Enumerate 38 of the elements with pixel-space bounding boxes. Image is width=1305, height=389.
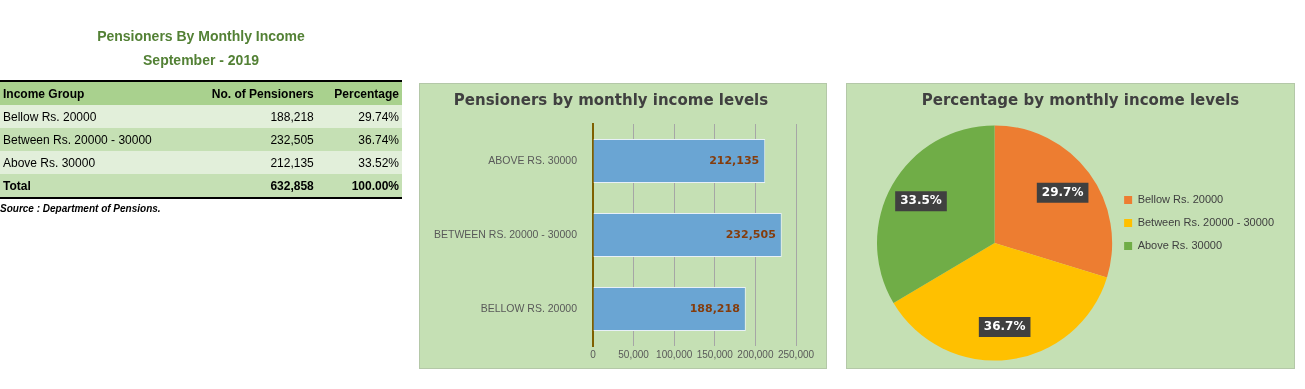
data-label: 188,218 [186, 105, 317, 128]
chart-title: Percentage by monthly income levels [921, 90, 1240, 109]
data-label: 33.52% [316, 151, 402, 174]
x-tick-label: 250,000 [777, 348, 815, 360]
x-tick-label: 50,000 [618, 348, 650, 360]
data-label: 100.00% [316, 174, 402, 198]
data-label: 212,135 [709, 153, 760, 167]
x-tick-label: 100,000 [656, 348, 693, 360]
legend-label: Between Rs. 20000 - 30000 [1137, 216, 1274, 229]
text: September - 2019 [142, 51, 260, 70]
y-tick-label: BELLOW RS. 20000 [480, 301, 578, 314]
data-label: 36.7% [983, 319, 1026, 334]
legend-label: Above Rs. 30000 [1137, 239, 1223, 252]
data-label: 36.74% [316, 128, 402, 151]
series-label: Percentage [333, 85, 400, 103]
source-note: Source : Department of Pensions. [0, 203, 162, 214]
x-tick-label: 0 [590, 348, 597, 360]
legend-label: Bellow Rs. 20000 [1137, 193, 1224, 206]
category-label: Between Rs. 20000 - 30000 [0, 128, 187, 151]
x-tick-label: 200,000 [737, 348, 774, 360]
data-label: 188,218 [689, 301, 740, 315]
category-label: Total [0, 174, 187, 198]
text: Income Group [2, 85, 86, 103]
data-label: 232,505 [725, 227, 776, 241]
y-tick-label: BETWEEN RS. 20000 - 30000 [433, 227, 578, 240]
x-tick-label: 150,000 [696, 348, 734, 360]
y-tick-label: ABOVE RS. 30000 [488, 153, 578, 166]
data-label: 33.5% [900, 193, 942, 208]
data-label: 29.7% [1041, 184, 1084, 199]
data-label: 632,858 [186, 174, 317, 198]
category-label: Bellow Rs. 20000 [0, 105, 187, 128]
category-label: Above Rs. 30000 [0, 151, 187, 174]
data-label: 212,135 [186, 151, 317, 174]
text: Pensioners By Monthly Income [96, 27, 306, 46]
chart-title: Pensioners by monthly income levels [453, 90, 769, 109]
data-label: 232,505 [186, 128, 317, 151]
data-label: 29.74% [316, 105, 402, 128]
series-label: No. of Pensioners [210, 85, 315, 103]
